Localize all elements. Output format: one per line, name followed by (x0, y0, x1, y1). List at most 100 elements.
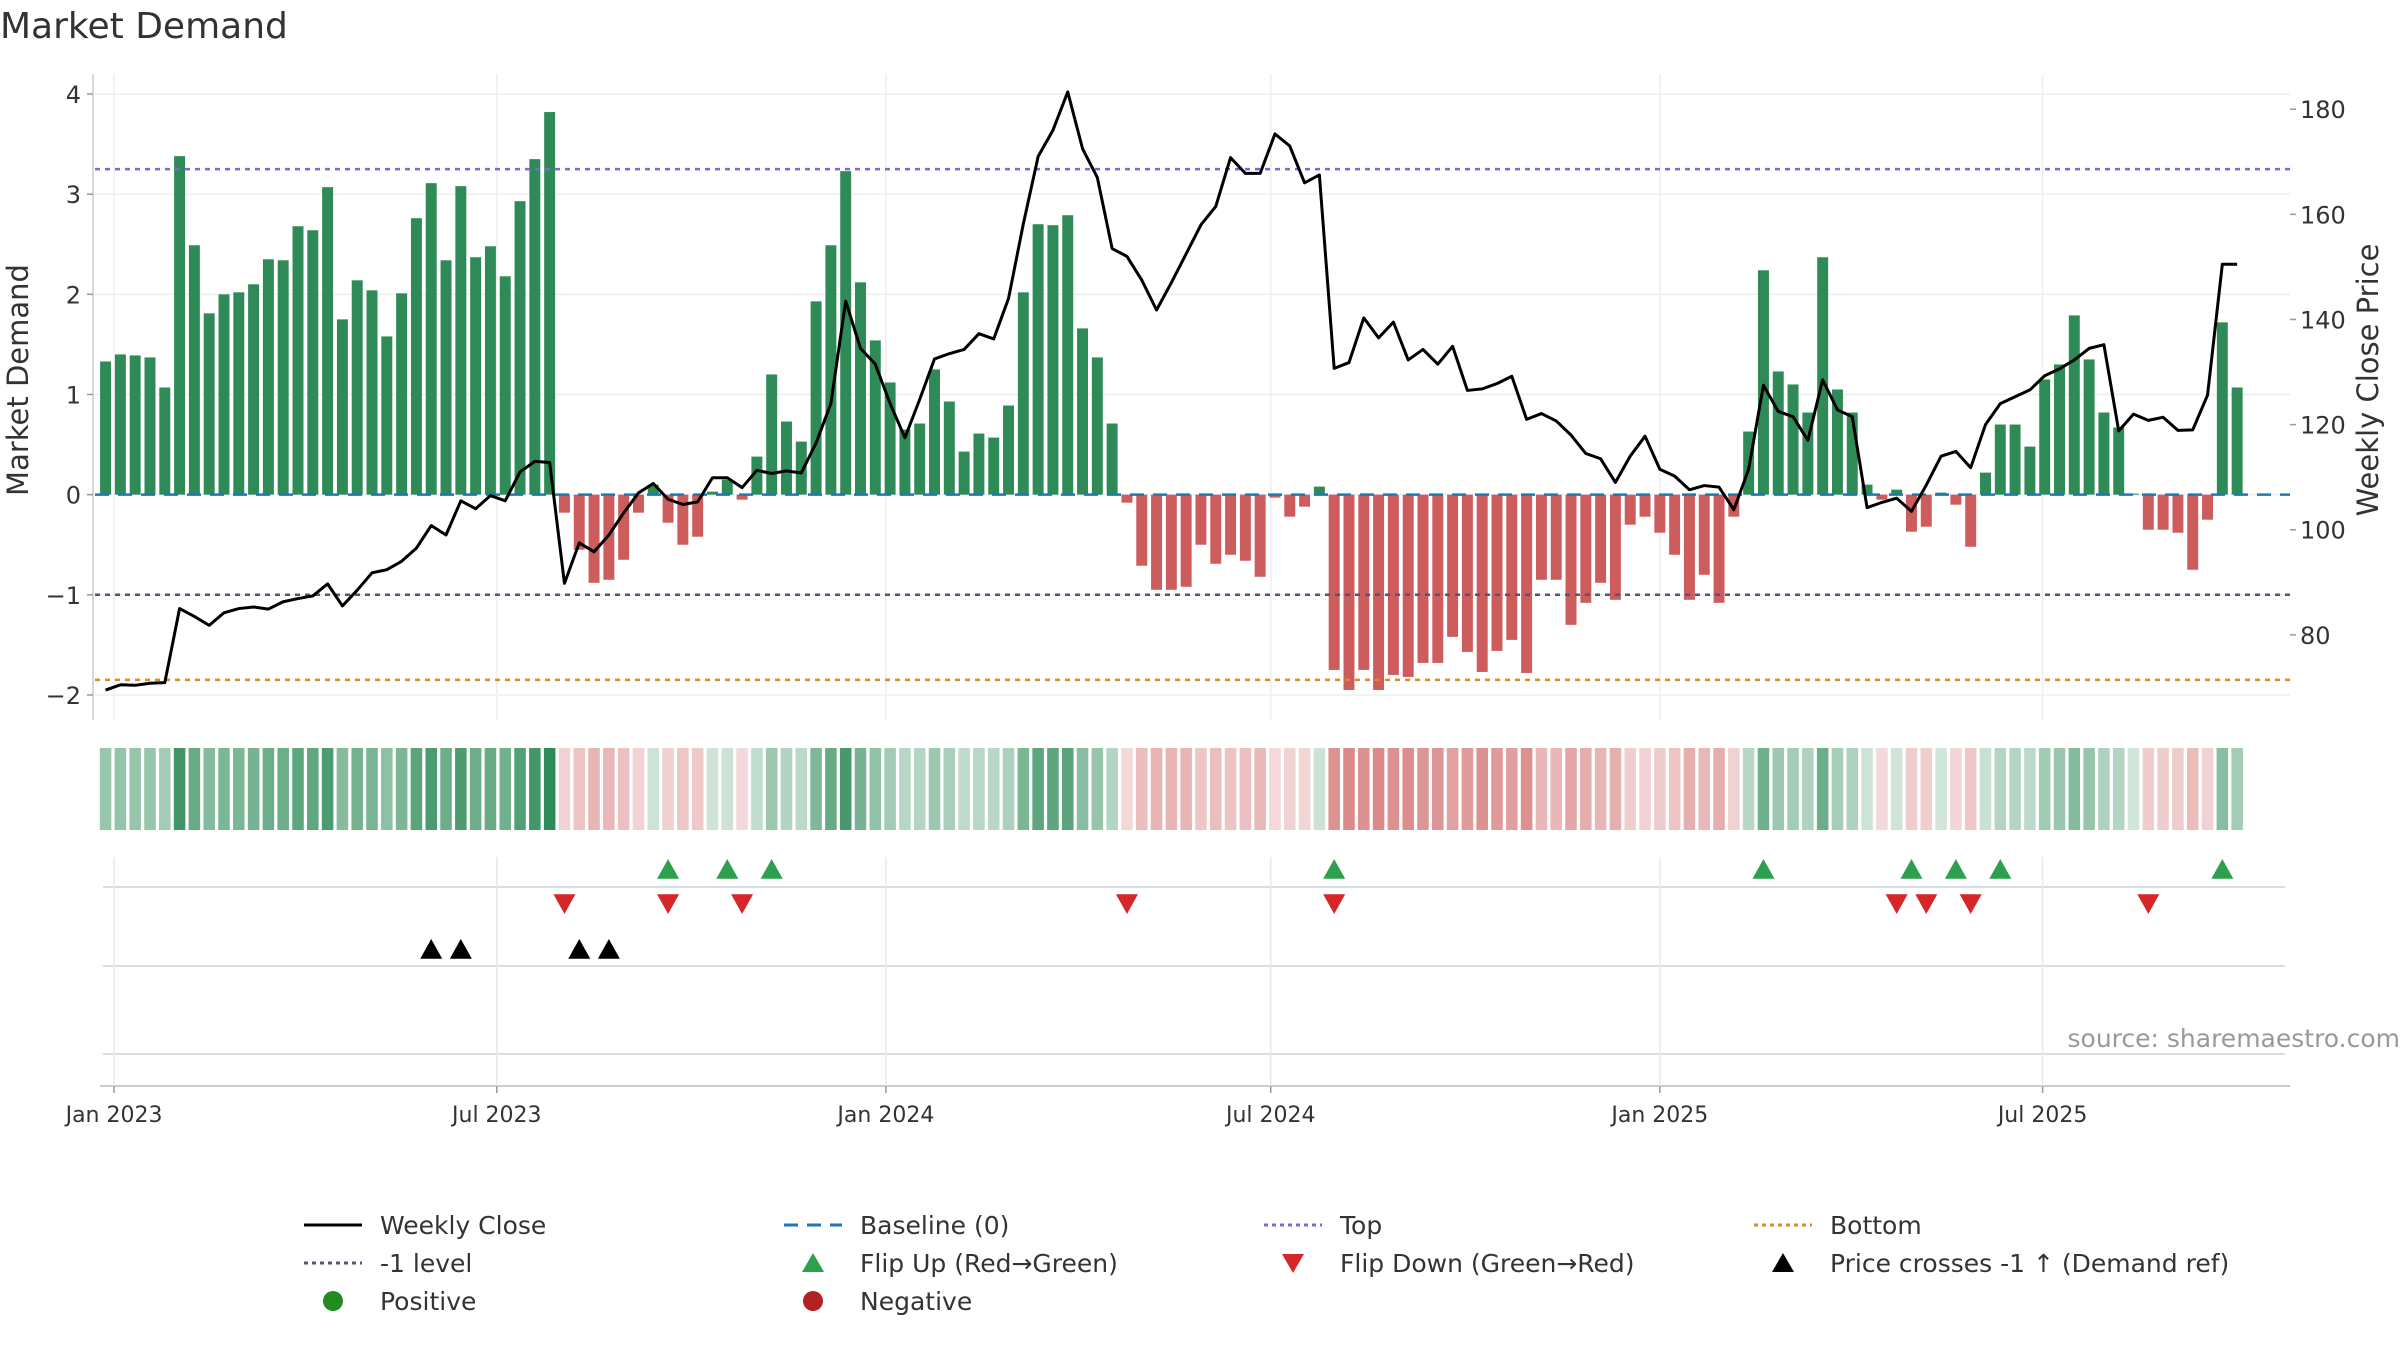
legend-item: Baseline (0) (780, 1210, 1009, 1240)
demand-bar (1136, 494, 1148, 566)
demand-bar (2202, 494, 2213, 520)
flip-up-marker (1900, 859, 1923, 879)
heat-cell (1772, 748, 1785, 830)
flip-up-marker (1752, 859, 1775, 879)
demand-bar (484, 246, 496, 495)
heat-cell (632, 748, 645, 830)
flip-up-marker (760, 859, 783, 879)
heat-cell (913, 748, 926, 830)
demand-bar (218, 294, 230, 495)
heat-cell (144, 748, 156, 830)
heat-cell (1506, 748, 1518, 830)
demand-bar (2157, 494, 2169, 530)
heat-cell (943, 748, 956, 830)
flip-down-marker (731, 894, 754, 914)
heat-cell (1298, 748, 1311, 830)
heat-cell (484, 748, 497, 830)
y-left-tick-label: 2 (66, 281, 81, 309)
x-tick-label: Jan 2025 (1609, 1103, 1708, 1128)
y-right-tick-label: 120 (2300, 412, 2346, 440)
heat-cell (1905, 748, 1918, 830)
legend-label: Weekly Close (380, 1210, 547, 1240)
heat-cell (1683, 748, 1696, 830)
heat-cell (1150, 748, 1163, 830)
demand-bar (2187, 494, 2199, 570)
demand-heat-strip (99, 748, 2243, 830)
demand-bar (2024, 446, 2036, 495)
demand-bar (1284, 494, 1296, 517)
source-credit: source: sharemaestro.com (2067, 1024, 2400, 1053)
demand-bar (781, 421, 792, 495)
demand-bar (1165, 494, 1177, 590)
demand-bar (1402, 494, 1414, 677)
demand-bar (1091, 357, 1103, 495)
demand-bar (1313, 486, 1325, 495)
demand-bar (100, 361, 112, 495)
y-left-tick-label: 4 (66, 81, 81, 109)
heat-cell (1757, 748, 1770, 830)
heat-cell (1550, 748, 1562, 830)
demand-bar (1831, 389, 1843, 495)
legend-item: Flip Down (Green→Red) (1260, 1248, 1635, 1278)
demand-bar (381, 336, 393, 495)
heat-cell (1935, 748, 1947, 830)
demand-bar (973, 433, 985, 495)
heat-cell (558, 748, 571, 830)
heat-cell (928, 748, 941, 830)
flip-down-marker (1115, 894, 1138, 914)
heat-cell (1017, 748, 1030, 830)
grid-layer (95, 74, 2290, 720)
demand-bar (248, 284, 260, 495)
demand-bar (736, 494, 748, 500)
demand-bar (825, 245, 837, 495)
heat-cell (1964, 748, 1977, 830)
demand-bar (1299, 494, 1311, 507)
demand-bar (351, 280, 363, 495)
legend-symbol (784, 1223, 842, 1227)
heat-cell (987, 748, 1000, 830)
demand-bar (1654, 494, 1666, 533)
demand-bar (1980, 472, 1991, 495)
heat-cell (1372, 748, 1385, 830)
heat-cell (662, 748, 674, 830)
demand-bar (2113, 427, 2125, 495)
demand-bar (1106, 423, 1118, 495)
x-tick-label: Jan 2023 (64, 1103, 163, 1128)
demand-bar (2128, 493, 2139, 495)
heat-cell (1343, 748, 1355, 830)
demand-bar (1669, 494, 1681, 555)
demand-bar (1062, 215, 1074, 495)
x-tick-label: Jul 2025 (1996, 1103, 2088, 1128)
y-left-tick-label: −1 (46, 582, 81, 610)
flip-down-marker (2137, 894, 2160, 914)
legend-symbol (304, 1223, 362, 1227)
demand-bars (100, 112, 2243, 690)
heat-cell (2186, 748, 2199, 830)
demand-bar (410, 218, 422, 495)
heat-cell (839, 748, 852, 830)
demand-bar (943, 401, 955, 495)
heat-cell (721, 748, 734, 830)
legend-symbol (1264, 1223, 1322, 1227)
legend-item: Top (1260, 1210, 1382, 1240)
demand-bar (1121, 494, 1133, 503)
heat-cell (1580, 748, 1592, 830)
heat-cell (233, 748, 245, 830)
legend-item: -1 level (300, 1248, 472, 1278)
heat-cell (795, 748, 808, 830)
demand-bar (1965, 494, 1977, 547)
y-left-tick-label: 1 (66, 381, 81, 409)
heat-cell (1876, 748, 1888, 830)
demand-bar (2142, 494, 2154, 530)
y-right-tick-label: 180 (2300, 96, 2346, 124)
legend-item: Negative (780, 1286, 972, 1316)
heat-cell (1654, 748, 1666, 830)
flip-up-marker (1944, 859, 1967, 879)
heat-cell (603, 748, 615, 830)
heat-cell (854, 748, 867, 830)
heat-cell (1491, 748, 1503, 830)
demand-bar (855, 282, 866, 495)
heat-cell (973, 748, 985, 830)
heat-cell (2053, 748, 2066, 830)
